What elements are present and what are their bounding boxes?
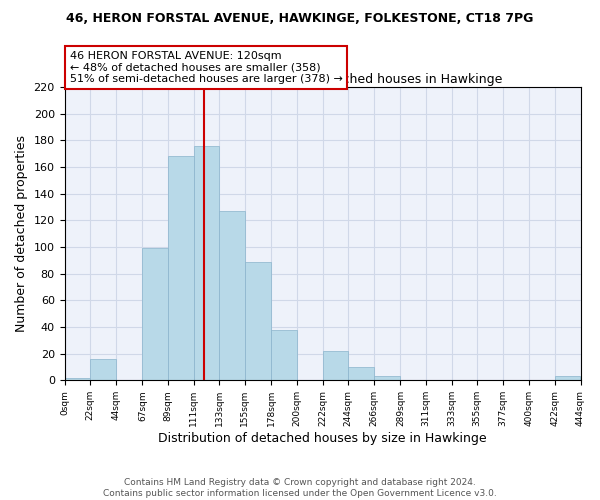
Text: 46, HERON FORSTAL AVENUE, HAWKINGE, FOLKESTONE, CT18 7PG: 46, HERON FORSTAL AVENUE, HAWKINGE, FOLK… — [67, 12, 533, 26]
Bar — [194, 146, 219, 380]
Bar — [555, 376, 580, 380]
Bar — [142, 248, 168, 380]
Bar — [245, 262, 271, 380]
X-axis label: Distribution of detached houses by size in Hawkinge: Distribution of detached houses by size … — [158, 432, 487, 445]
Text: 46 HERON FORSTAL AVENUE: 120sqm
← 48% of detached houses are smaller (358)
51% o: 46 HERON FORSTAL AVENUE: 120sqm ← 48% of… — [70, 51, 343, 84]
Bar — [323, 351, 348, 380]
Bar — [168, 156, 194, 380]
Y-axis label: Number of detached properties: Number of detached properties — [15, 135, 28, 332]
Bar — [65, 378, 90, 380]
Bar — [90, 359, 116, 380]
Title: Size of property relative to detached houses in Hawkinge: Size of property relative to detached ho… — [143, 73, 502, 86]
Bar — [374, 376, 400, 380]
Bar — [271, 330, 297, 380]
Bar — [219, 211, 245, 380]
Text: Contains HM Land Registry data © Crown copyright and database right 2024.
Contai: Contains HM Land Registry data © Crown c… — [103, 478, 497, 498]
Bar — [348, 367, 374, 380]
